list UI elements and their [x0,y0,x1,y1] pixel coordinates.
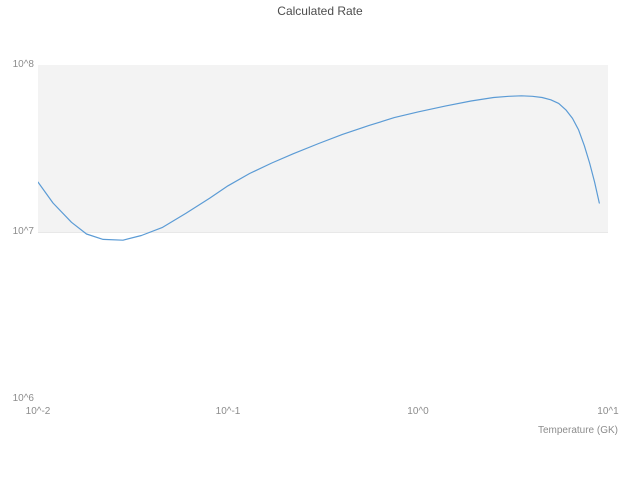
x-tick-1e-2: 10^-2 [25,406,51,417]
background-band [38,65,608,233]
y-tick-1e6: 10^6 [12,393,34,404]
x-tick-1e-1: 10^-1 [215,406,241,417]
y-tick-1e7: 10^7 [12,226,34,237]
chart-title: Calculated Rate [277,4,363,18]
rate-curve [38,95,600,241]
plot-svg [38,65,608,241]
x-axis-label: Temperature (GK) [537,425,618,436]
x-tick-1e0: 10^0 [407,406,429,417]
x-tick-1e1: 10^1 [597,406,619,417]
y-tick-1e8: 10^8 [12,59,34,70]
